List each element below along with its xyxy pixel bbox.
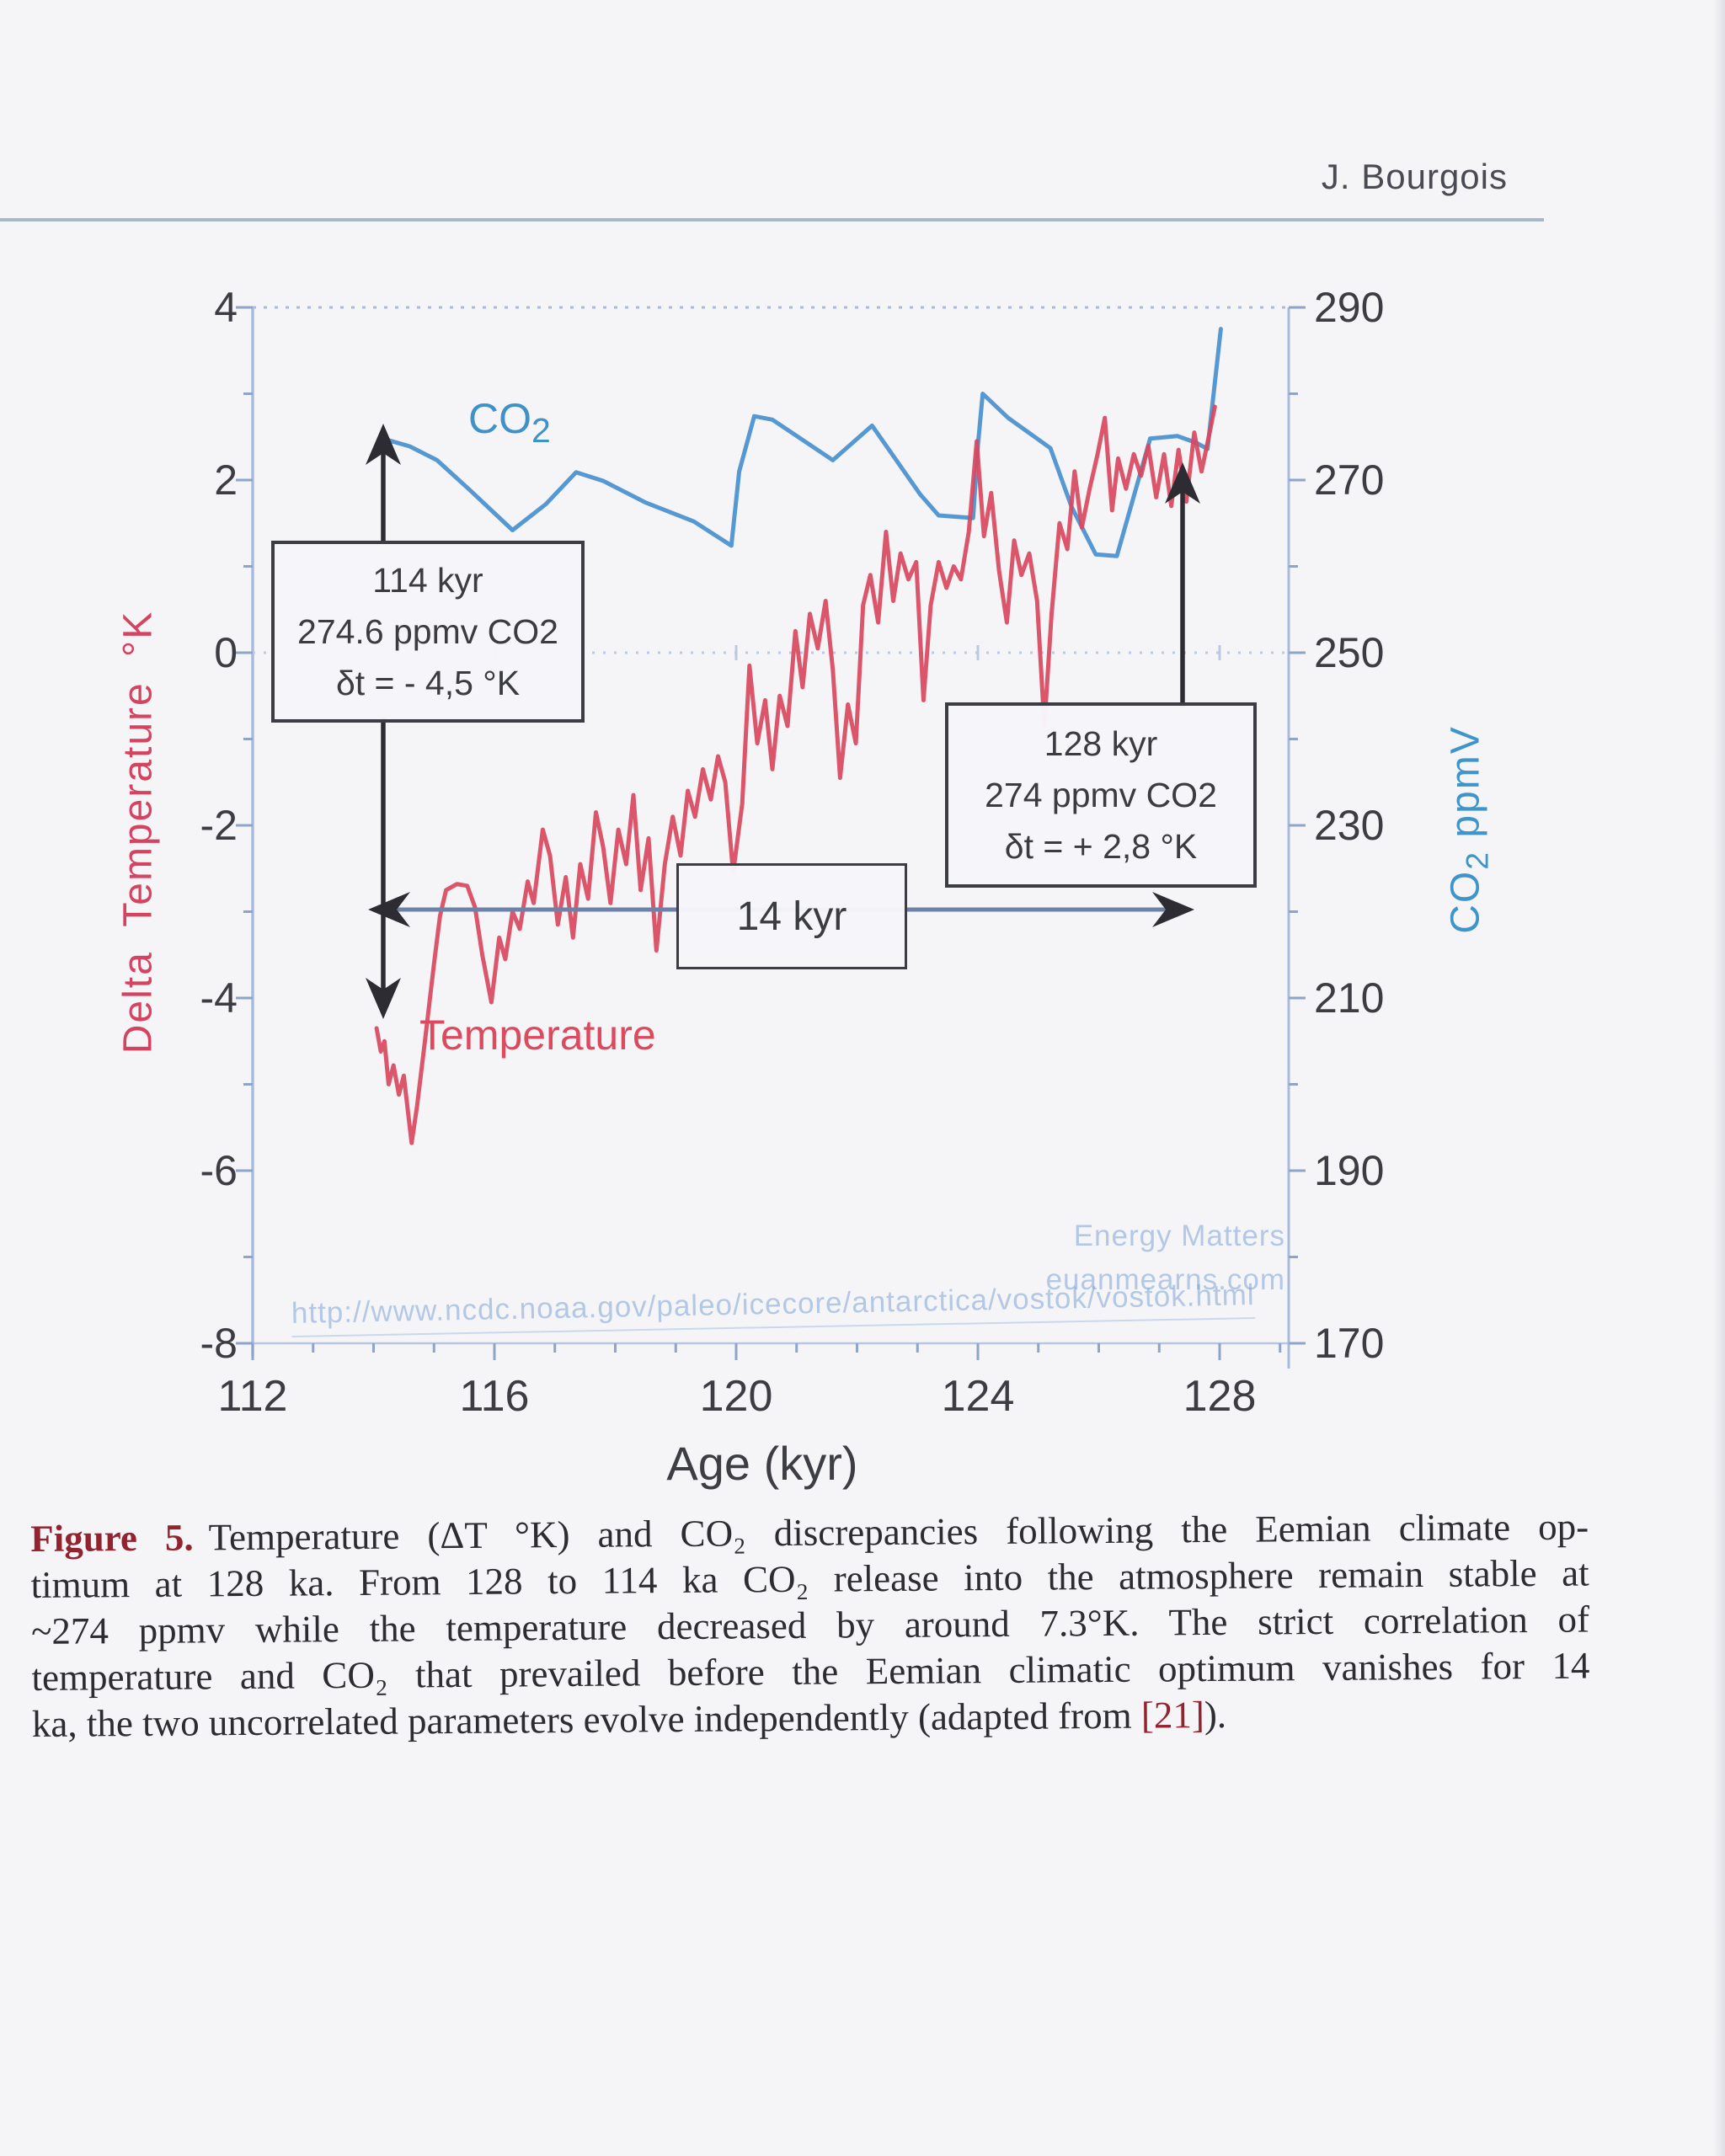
co2-series-label-sub2: 2 — [531, 411, 551, 450]
watermark-energy-matters: Energy Matters — [1073, 1219, 1285, 1252]
right-axis-title-units: ppmV — [1443, 725, 1488, 851]
figure-5: Energy Matters euanmearns.com http://www… — [115, 284, 1496, 1490]
temperature-series-label: Temperature — [419, 1011, 656, 1059]
svg-text:-2: -2 — [200, 802, 238, 849]
annotation-128-dt: δt = + 2,8 °K — [1004, 826, 1198, 866]
chart-canvas: 4 2 0 -2 -4 -6 -8 290 270 250 230 210 190 170 112 116 12… — [200, 284, 1385, 1421]
header-rule — [0, 218, 1544, 221]
svg-text:124: 124 — [942, 1372, 1015, 1421]
svg-text:-8: -8 — [200, 1320, 238, 1367]
svg-text:116: 116 — [460, 1372, 530, 1421]
caption-figure-label: Figure 5. — [30, 1516, 194, 1560]
running-head-author: J. Bourgois — [1321, 157, 1508, 196]
svg-text:230: 230 — [1314, 802, 1384, 849]
left-axis-title: Delta Temperature °K — [115, 610, 161, 1054]
annotation-box-114kyr: 114 kyr 274.6 ppmv CO2 δt = - 4,5 °K — [271, 541, 585, 723]
annotation-128-co2: 274 ppmv CO2 — [985, 775, 1217, 814]
svg-text:250: 250 — [1314, 629, 1384, 676]
x-axis-title: Age (kyr) — [666, 1437, 858, 1490]
svg-text:190: 190 — [1314, 1147, 1384, 1194]
annotation-box-128kyr: 128 kyr 274 ppmv CO2 δt = + 2,8 °K — [945, 702, 1257, 888]
svg-text:112: 112 — [218, 1372, 288, 1421]
svg-text:290: 290 — [1314, 284, 1384, 331]
caption-line5-end: ). — [1204, 1693, 1227, 1737]
caption-line1-text: Temperature (ΔT °K) and CO₂ discrepancie… — [208, 1505, 1589, 1559]
annotation-114-age: 114 kyr — [372, 560, 483, 600]
co2-series-label-co: CO — [468, 395, 531, 442]
annotation-114-co2: 274.6 ppmv CO2 — [297, 611, 558, 651]
svg-text:270: 270 — [1314, 456, 1384, 504]
svg-text:120: 120 — [700, 1372, 773, 1421]
right-axis-title: CO2 ppmV — [1443, 725, 1496, 934]
annotation-128-age: 128 kyr — [1044, 723, 1158, 763]
svg-text:210: 210 — [1314, 974, 1384, 1022]
watermark-site: euanmearns.com — [1045, 1263, 1285, 1296]
svg-text:-4: -4 — [200, 974, 238, 1022]
svg-text:170: 170 — [1314, 1320, 1384, 1367]
svg-text:0: 0 — [214, 629, 238, 676]
co2-series-label: CO2 — [468, 394, 551, 451]
right-axis-title-co: CO — [1443, 869, 1488, 934]
annotation-box-14kyr: 14 kyr — [676, 863, 907, 969]
caption-reference-21: [21] — [1140, 1694, 1205, 1737]
annotation-114-dt: δt = - 4,5 °K — [335, 663, 521, 702]
svg-text:128: 128 — [1183, 1372, 1257, 1421]
annotation-14kyr-label: 14 kyr — [736, 894, 847, 939]
right-axis-title-sub2: 2 — [1459, 850, 1495, 870]
svg-text:-6: -6 — [200, 1147, 238, 1194]
caption-line5-text: ka, the two uncorrelated parameters evol… — [31, 1694, 1142, 1745]
figure-caption: Figure 5. Temperature (ΔT °K) and CO₂ dis… — [30, 1503, 1590, 1748]
svg-text:4: 4 — [214, 284, 238, 331]
svg-text:2: 2 — [214, 456, 238, 504]
